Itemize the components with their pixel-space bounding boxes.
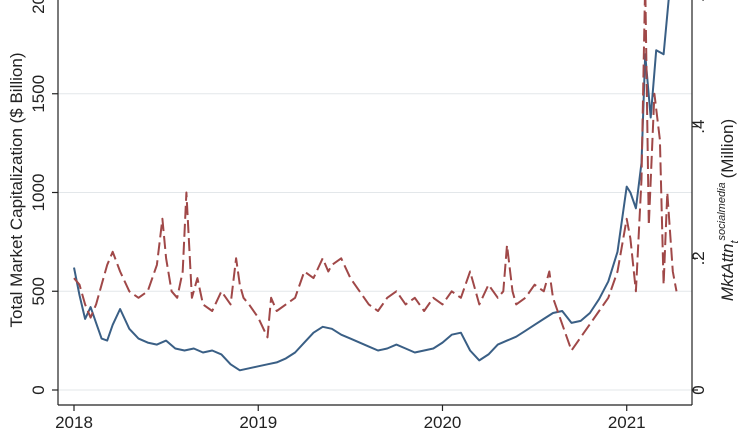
y-tick-label: 2000 [29, 0, 48, 14]
y2-tick-label: .6 [689, 0, 708, 2]
tick-labels: 0 500 1000 1500 2000 0 .2 .4 .6 2018 2019 2020 2021 [29, 0, 708, 430]
y2-axis-title-superscript: socialmedia [716, 182, 728, 240]
y2-tick-label: .2 [689, 251, 708, 265]
series-line-attention [73, 0, 678, 352]
gridlines [58, 93, 692, 391]
y-tick-label: 0 [29, 385, 48, 394]
y2-axis-title-subscript: t [729, 240, 741, 244]
y2-axis-title: MktAttntsocialmedia (Million) [716, 119, 741, 301]
series-line-market-cap [73, 0, 670, 372]
axes [52, 0, 698, 411]
x-tick-label: 2020 [424, 413, 462, 430]
x-tick-label: 2019 [239, 413, 277, 430]
y2-tick-label: 0 [689, 385, 708, 394]
y-tick-label: 500 [29, 277, 48, 305]
y-tick-label: 1500 [29, 75, 48, 113]
y2-axis-title-base: MktAttn [718, 244, 737, 302]
y-tick-label: 1000 [29, 174, 48, 212]
x-tick-label: 2018 [55, 413, 93, 430]
y2-axis-title-unit: (Million) [718, 119, 737, 179]
y-axis-title: Total Market Capitalization ($ Billion) [7, 53, 26, 328]
y2-tick-label: .4 [689, 120, 708, 134]
x-tick-label: 2021 [608, 413, 646, 430]
series-lines [73, 0, 678, 372]
